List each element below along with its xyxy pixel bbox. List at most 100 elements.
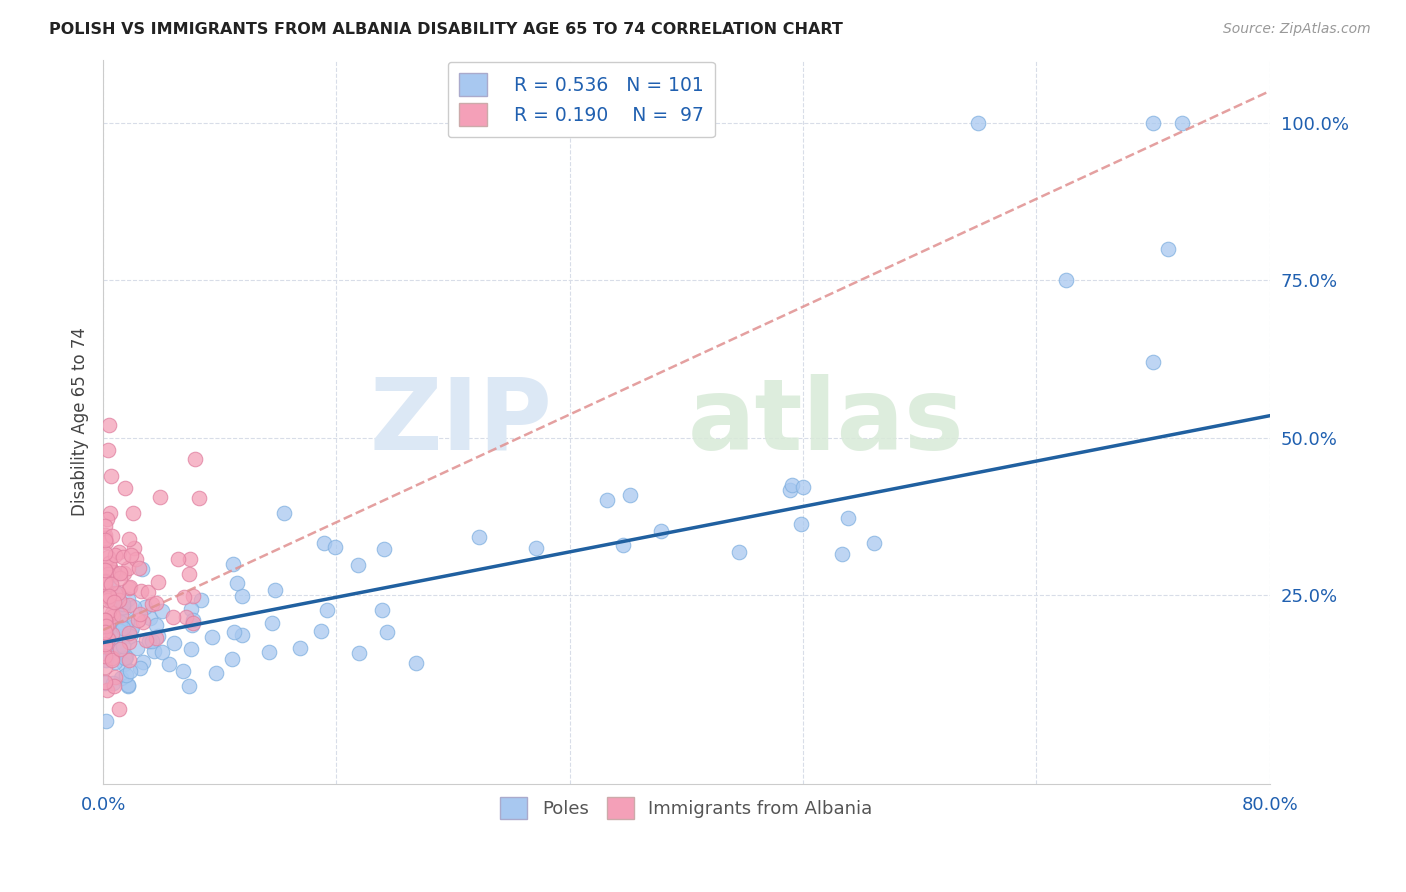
Point: [94, 546, 117, 560]
Point: [128, 561, 150, 575]
Point: [162, 610, 184, 624]
Point: [100, 643, 122, 657]
Point: [173, 590, 195, 604]
Point: [110, 566, 132, 580]
Point: [612, 538, 634, 552]
Point: [125, 641, 148, 656]
Point: [101, 653, 124, 667]
Point: [134, 599, 156, 614]
Point: [188, 491, 211, 505]
Point: [619, 488, 641, 502]
Point: [150, 645, 173, 659]
Point: [93, 528, 115, 542]
Point: [124, 541, 146, 555]
Point: [100, 468, 122, 483]
Point: [107, 586, 129, 600]
Point: [152, 605, 174, 619]
Point: [120, 548, 142, 562]
Point: [94, 574, 117, 589]
Point: [222, 625, 245, 640]
Point: [118, 581, 141, 595]
Point: [104, 585, 127, 599]
Point: [93, 660, 115, 674]
Point: [112, 566, 135, 581]
Point: [179, 679, 201, 693]
Point: [94, 585, 117, 599]
Point: [837, 511, 859, 525]
Point: [96, 512, 118, 526]
Point: [145, 631, 167, 645]
Point: [190, 592, 212, 607]
Text: Source: ZipAtlas.com: Source: ZipAtlas.com: [1223, 22, 1371, 37]
Point: [97, 632, 120, 646]
Point: [101, 528, 124, 542]
Point: [94, 519, 117, 533]
Point: [180, 602, 202, 616]
Point: [222, 557, 245, 571]
Point: [121, 620, 143, 634]
Point: [181, 615, 204, 630]
Point: [371, 603, 394, 617]
Point: [96, 682, 118, 697]
Point: [93, 676, 115, 690]
Point: [94, 618, 117, 632]
Point: [108, 571, 131, 585]
Point: [115, 649, 138, 664]
Point: [316, 603, 339, 617]
Point: [831, 548, 853, 562]
Text: atlas: atlas: [688, 374, 965, 470]
Point: [405, 656, 427, 670]
Point: [104, 655, 127, 669]
Point: [93, 563, 115, 577]
Point: [112, 622, 135, 636]
Point: [309, 624, 332, 638]
Point: [118, 635, 141, 649]
Point: [105, 586, 128, 600]
Point: [142, 643, 165, 657]
Point: [104, 549, 127, 563]
Point: [114, 651, 136, 665]
Point: [101, 565, 124, 579]
Point: [93, 589, 115, 603]
Point: [176, 610, 198, 624]
Point: [132, 655, 155, 669]
Point: [138, 634, 160, 648]
Point: [94, 637, 117, 651]
Point: [167, 552, 190, 566]
Point: [273, 507, 295, 521]
Point: [128, 661, 150, 675]
Point: [108, 624, 131, 638]
Point: [260, 615, 283, 630]
Point: [93, 639, 115, 653]
Point: [93, 564, 115, 578]
Point: [101, 606, 124, 620]
Point: [96, 443, 118, 458]
Point: [312, 536, 335, 550]
Point: [93, 674, 115, 689]
Point: [108, 615, 131, 630]
Point: [122, 599, 145, 614]
Point: [94, 653, 117, 667]
Point: [129, 607, 152, 621]
Point: [100, 626, 122, 640]
Point: [183, 614, 205, 628]
Point: [93, 575, 115, 590]
Point: [101, 650, 124, 665]
Point: [863, 536, 886, 550]
Point: [94, 714, 117, 729]
Point: [179, 567, 201, 582]
Point: [98, 560, 121, 574]
Point: [136, 585, 159, 599]
Point: [93, 531, 115, 545]
Point: [323, 540, 346, 554]
Point: [122, 506, 145, 520]
Point: [93, 613, 115, 627]
Point: [201, 631, 224, 645]
Point: [967, 115, 990, 129]
Point: [117, 678, 139, 692]
Point: [108, 545, 131, 559]
Point: [97, 566, 120, 581]
Point: [110, 607, 132, 622]
Point: [221, 652, 243, 666]
Point: [181, 589, 204, 603]
